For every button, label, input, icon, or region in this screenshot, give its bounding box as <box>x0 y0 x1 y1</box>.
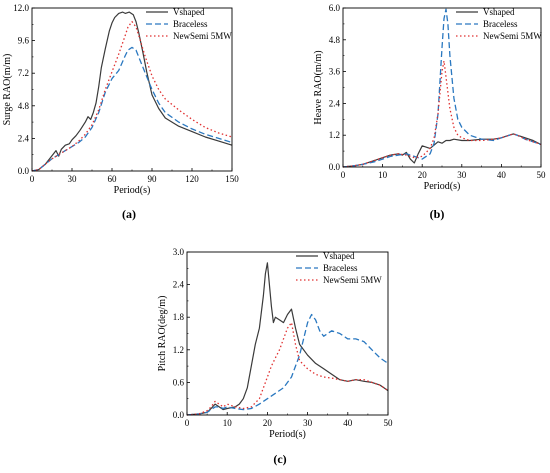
legend-label: Braceless <box>483 19 518 29</box>
chart-panel-c: 0 10 20 30 40 50 0.0 0.6 1.2 1.8 2.4 3.0 Vshaped Brac… <box>157 247 393 466</box>
y-tick-label: 6.0 <box>329 3 341 13</box>
chart-panel-b: 0 10 20 30 40 50 0.0 1.2 2.4 3.6 4.8 6.0 Vshaped Brac… <box>313 3 546 221</box>
x-axis-label: Period(s) <box>424 181 461 192</box>
x-tick-label: 30 <box>68 174 78 184</box>
x-tick-label: 40 <box>343 418 353 428</box>
legend-label: NewSemi 5MW <box>173 31 232 41</box>
legend-label: Braceless <box>323 263 358 273</box>
x-tick-label: 0 <box>341 170 346 180</box>
legend: Vshaped Braceless NewSemi 5MW <box>146 7 232 41</box>
x-tick-label: 0 <box>30 174 35 184</box>
legend-label: Vshaped <box>323 251 355 261</box>
x-tick-label: 50 <box>537 170 547 180</box>
plot-frame <box>342 7 542 168</box>
series-line-vshaped <box>31 11 233 172</box>
x-tick-label: 120 <box>185 174 199 184</box>
x-tick-label: 30 <box>457 170 467 180</box>
y-tick-label: 1.8 <box>173 312 185 322</box>
y-tick-label: 12.0 <box>13 3 29 13</box>
series-line-braceless <box>186 313 389 416</box>
y-tick-label: 7.2 <box>18 68 29 78</box>
y-axis-label: Heave RAO(m/m) <box>313 50 324 124</box>
x-tick-label: 20 <box>263 418 273 428</box>
y-tick-label: 3.0 <box>173 247 185 257</box>
x-tick-label: 60 <box>108 174 118 184</box>
x-tick-label: 10 <box>378 170 388 180</box>
y-axis-label: Pitch RAO(deg/m) <box>157 296 168 372</box>
y-tick-label: 0.6 <box>173 377 185 387</box>
y-tick-label: 0.0 <box>173 410 185 420</box>
legend-label: NewSemi 5MW <box>483 31 542 41</box>
series-line-braceless <box>342 8 542 168</box>
series-line-vshaped <box>186 262 389 416</box>
y-tick-label: 1.2 <box>173 345 184 355</box>
x-tick-label: 30 <box>303 418 313 428</box>
y-tick-label: 2.4 <box>18 133 30 143</box>
y-tick-label: 2.4 <box>329 98 341 108</box>
y-tick-label: 4.8 <box>329 35 341 45</box>
y-tick-label: 3.6 <box>329 67 341 77</box>
y-tick-label: 0.0 <box>18 166 30 176</box>
y-axis-label: Surge RAO(m/m) <box>2 54 13 126</box>
legend-label: NewSemi 5MW <box>323 275 382 285</box>
y-tick-label: 9.6 <box>18 36 30 46</box>
legend: Vshaped Braceless NewSemi 5MW <box>456 7 542 41</box>
plot-frame <box>186 251 389 416</box>
series-line-newsemi-5mw <box>186 321 389 416</box>
y-tick-label: 1.2 <box>329 130 340 140</box>
x-tick-label: 10 <box>223 418 233 428</box>
x-tick-label: 90 <box>148 174 158 184</box>
legend-label: Vshaped <box>483 7 515 17</box>
legend-label: Vshaped <box>173 7 205 17</box>
panel-caption: (a) <box>122 207 136 221</box>
y-tick-label: 0.0 <box>329 162 341 172</box>
plot-frame <box>31 7 233 172</box>
x-axis-label: Period(s) <box>269 429 306 440</box>
x-tick-label: 50 <box>384 418 394 428</box>
series-line-braceless <box>31 46 233 172</box>
panel-caption: (c) <box>273 452 286 466</box>
series-line-newsemi-5mw <box>342 60 542 168</box>
legend-label: Braceless <box>173 19 208 29</box>
panel-caption: (b) <box>430 207 445 221</box>
chart-panel-a: 0 30 60 90 120 150 0.0 2.4 4.8 7.2 9.6 12.0 Vshaped B… <box>2 3 239 221</box>
x-axis-label: Period(s) <box>114 185 151 196</box>
y-tick-label: 2.4 <box>173 280 185 290</box>
y-tick-label: 4.8 <box>18 101 30 111</box>
x-tick-label: 0 <box>185 418 190 428</box>
legend: Vshaped Braceless NewSemi 5MW <box>296 251 382 285</box>
x-tick-label: 20 <box>418 170 428 180</box>
x-tick-label: 40 <box>497 170 507 180</box>
x-tick-label: 150 <box>225 174 239 184</box>
